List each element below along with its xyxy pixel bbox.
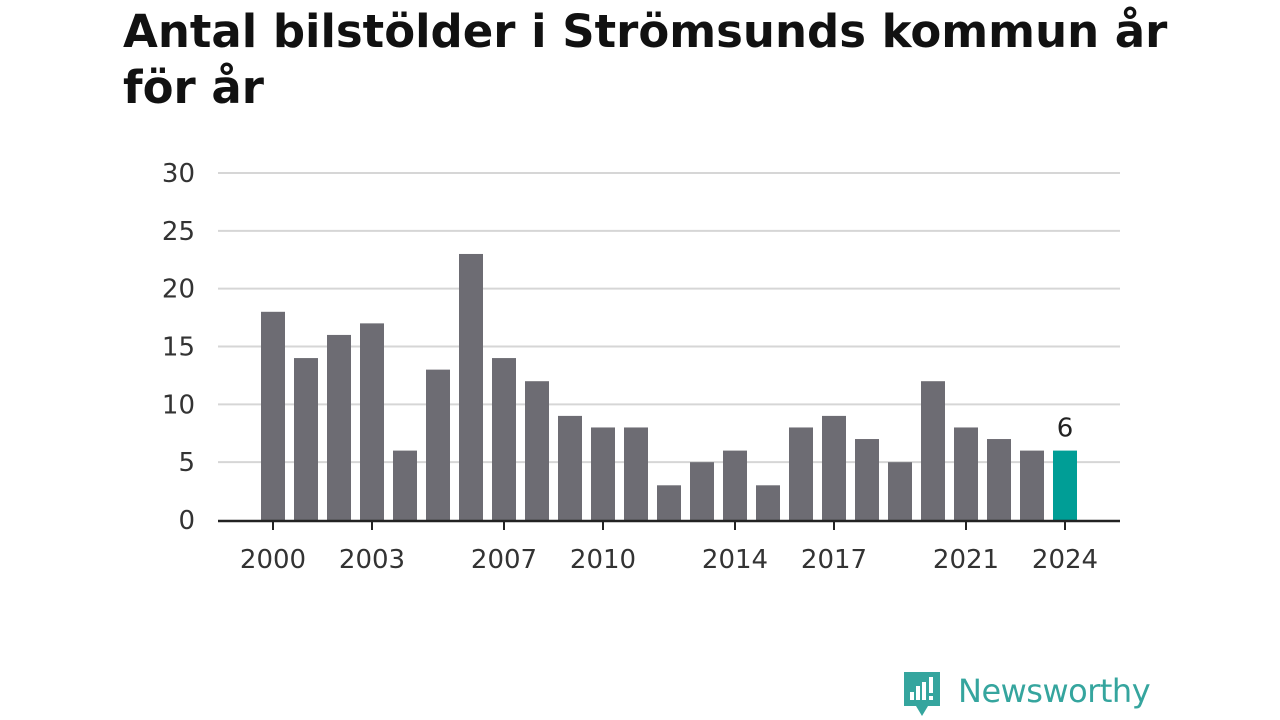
bar-2016 <box>789 427 813 520</box>
newsworthy-logo: Newsworthy <box>902 670 1151 720</box>
x-tick-label: 2010 <box>570 545 636 575</box>
bar-2011 <box>624 427 648 520</box>
gridlines <box>218 172 1120 464</box>
bar-2023 <box>1020 450 1044 520</box>
x-tick-label: 2000 <box>240 545 306 575</box>
bar-2006 <box>459 253 483 520</box>
x-axis-ticks: 2000 2003 2007 2010 2014 2017 2021 2024 <box>240 521 1098 575</box>
bar-2018 <box>855 439 879 520</box>
bar-2001 <box>294 358 318 520</box>
y-tick-label: 10 <box>162 390 195 420</box>
chart-title: Antal bilstölder i Strömsunds kommun år … <box>123 5 1168 114</box>
y-tick-label: 15 <box>162 333 195 363</box>
x-tick-label: 2024 <box>1032 545 1098 575</box>
bars <box>261 253 1077 520</box>
data-label-2024: 6 <box>1057 414 1074 444</box>
x-tick-label: 2014 <box>702 545 768 575</box>
newsworthy-logo-icon <box>904 672 940 716</box>
bar-2024 <box>1053 450 1077 520</box>
x-tick-label: 2003 <box>339 545 405 575</box>
bar-2021 <box>954 427 978 520</box>
y-tick-label: 5 <box>178 448 195 478</box>
bar-2007 <box>492 358 516 520</box>
bar-2009 <box>558 415 582 520</box>
bar-2004 <box>393 450 417 520</box>
bar-2005 <box>426 369 450 520</box>
bar-2013 <box>690 462 714 520</box>
y-tick-label: 20 <box>162 275 195 305</box>
bar-2022 <box>987 439 1011 520</box>
newsworthy-logo-text: Newsworthy <box>958 672 1151 710</box>
bar-2017 <box>822 415 846 520</box>
bar-2003 <box>360 323 384 520</box>
bar-2010 <box>591 427 615 520</box>
bar-2014 <box>723 450 747 520</box>
bar-2008 <box>525 381 549 520</box>
x-tick-label: 2007 <box>471 545 537 575</box>
bar-2019 <box>888 462 912 520</box>
y-tick-label: 25 <box>162 217 195 247</box>
bar-2020 <box>921 381 945 520</box>
x-tick-label: 2021 <box>933 545 999 575</box>
y-tick-label: 30 <box>162 159 195 189</box>
y-tick-label: 0 <box>178 506 195 536</box>
x-tick-label: 2017 <box>801 545 867 575</box>
bar-2002 <box>327 334 351 520</box>
bar-2015 <box>756 485 780 520</box>
data-labels: 6 <box>1057 414 1074 444</box>
y-axis-ticks: 0 5 10 15 20 25 30 <box>162 159 195 536</box>
bar-2012 <box>657 485 681 520</box>
bar-2000 <box>261 311 285 520</box>
